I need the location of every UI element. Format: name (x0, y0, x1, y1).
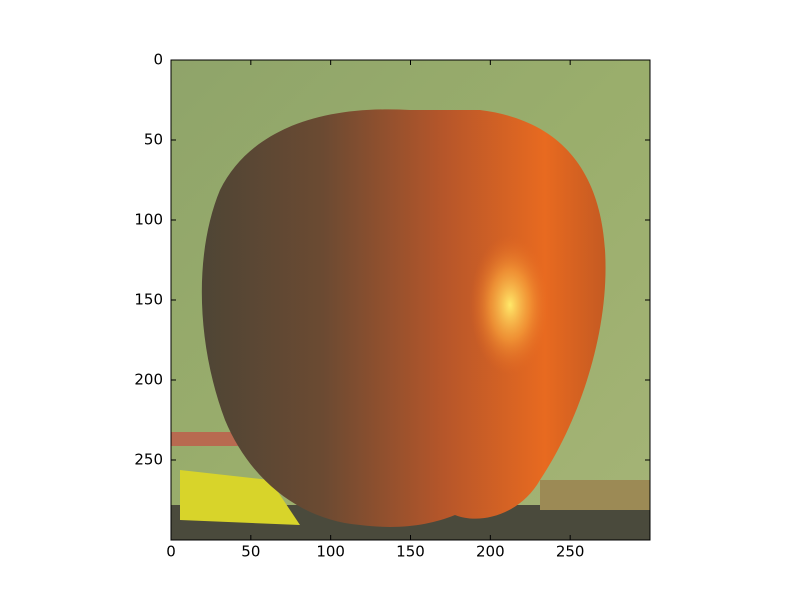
apple (201, 109, 606, 527)
highlight (470, 235, 550, 375)
object (171, 432, 241, 446)
y-tick-label: 100 (134, 211, 163, 229)
x-tick-label: 150 (396, 543, 425, 561)
x-tick-label: 100 (316, 543, 345, 561)
x-tick-label: 200 (476, 543, 505, 561)
image (171, 60, 650, 540)
x-tick-label: 0 (166, 543, 176, 561)
y-tick-label: 0 (153, 51, 163, 69)
y-tick-label: 250 (134, 451, 163, 469)
y-tick-label: 200 (134, 371, 163, 389)
y-tick-label: 150 (134, 291, 163, 309)
x-tick-label: 50 (241, 543, 260, 561)
y-tick-label: 50 (144, 131, 163, 149)
object (540, 480, 650, 510)
x-tick-label: 250 (556, 543, 585, 561)
